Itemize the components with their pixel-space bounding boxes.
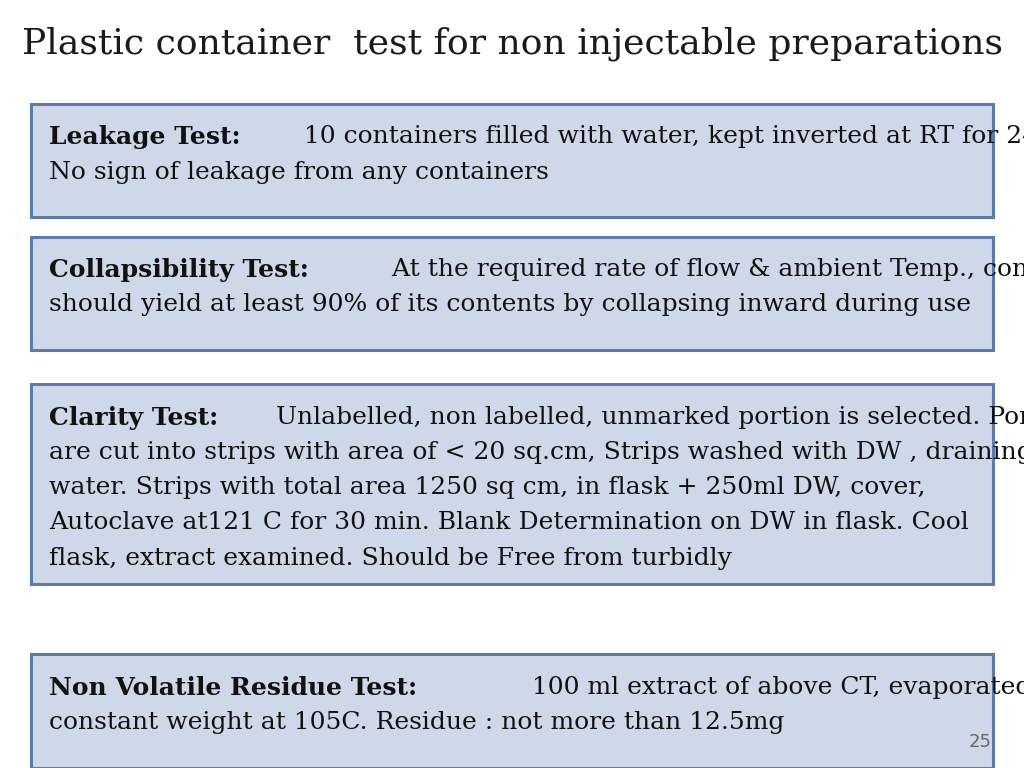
Text: 100 ml extract of above CT, evaporated & dried to: 100 ml extract of above CT, evaporated &… <box>524 676 1024 699</box>
Text: constant weight at 105C. Residue : not more than 12.5mg: constant weight at 105C. Residue : not m… <box>49 711 784 734</box>
Text: Non Volatile Residue Test:: Non Volatile Residue Test: <box>49 676 417 700</box>
Text: Collapsibility Test:: Collapsibility Test: <box>49 258 309 282</box>
Text: are cut into strips with area of < 20 sq.cm, Strips washed with DW , draining: are cut into strips with area of < 20 sq… <box>49 441 1024 464</box>
Text: Autoclave at121 C for 30 min. Blank Determination on DW in flask. Cool: Autoclave at121 C for 30 min. Blank Dete… <box>49 511 969 535</box>
FancyBboxPatch shape <box>31 237 993 350</box>
Text: Leakage Test:: Leakage Test: <box>49 125 241 149</box>
FancyBboxPatch shape <box>31 104 993 217</box>
Text: water. Strips with total area 1250 sq cm, in flask + 250ml DW, cover,: water. Strips with total area 1250 sq cm… <box>49 476 926 499</box>
FancyBboxPatch shape <box>31 384 993 584</box>
Text: Clarity Test:: Clarity Test: <box>49 406 218 429</box>
Text: 10 containers filled with water, kept inverted at RT for 24 Hrs.: 10 containers filled with water, kept in… <box>296 125 1024 148</box>
FancyBboxPatch shape <box>31 654 993 768</box>
Text: should yield at least 90% of its contents by collapsing inward during use: should yield at least 90% of its content… <box>49 293 971 316</box>
Text: 25: 25 <box>969 733 991 751</box>
Text: No sign of leakage from any containers: No sign of leakage from any containers <box>49 161 549 184</box>
Text: At the required rate of flow & ambient Temp., container: At the required rate of flow & ambient T… <box>384 258 1024 281</box>
Text: Unlabelled, non labelled, unmarked portion is selected. Portions: Unlabelled, non labelled, unmarked porti… <box>267 406 1024 429</box>
Text: Plastic container  test for non injectable preparations: Plastic container test for non injectabl… <box>22 27 1002 61</box>
Text: flask, extract examined. Should be Free from turbidly: flask, extract examined. Should be Free … <box>49 547 732 570</box>
